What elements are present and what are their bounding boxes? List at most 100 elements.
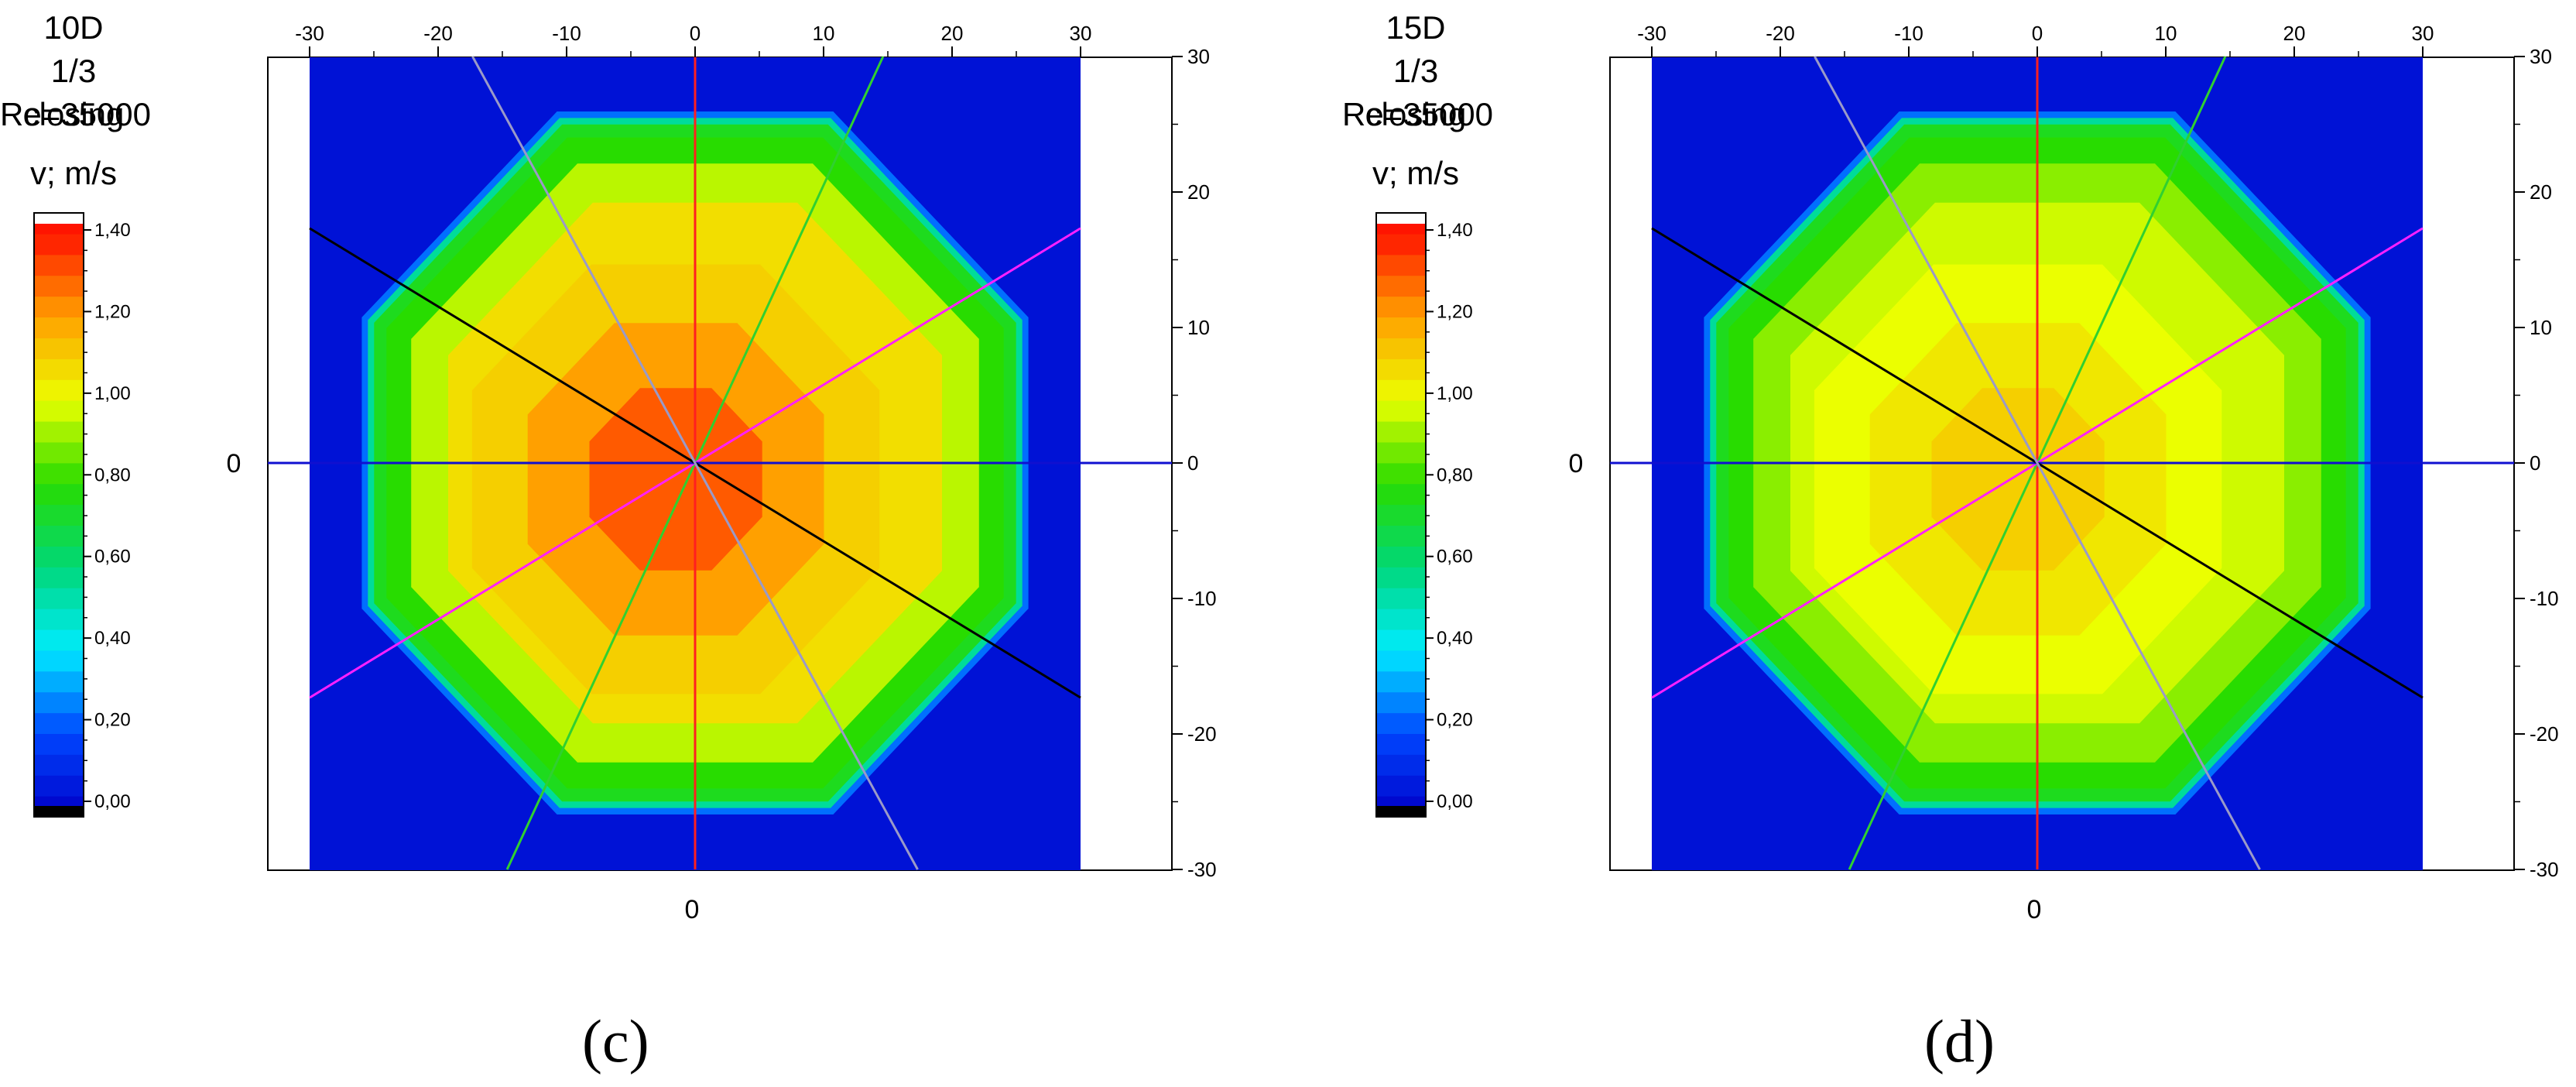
colorbar-tick-label: 0,40 (94, 628, 131, 649)
colorbar-band (1376, 338, 1426, 359)
colorbar-band (34, 712, 84, 735)
title-line-3: Re=35000 (0, 96, 152, 132)
colorbar-band (34, 567, 84, 588)
colorbar-frame (1375, 212, 1427, 818)
title-line-1: 10D (43, 9, 104, 46)
x-tick-label: -20 (423, 22, 453, 45)
colorbar: 0,00 0,20 0,40 0,60 0,80 1,00 1,20 1,40 (1375, 212, 1473, 818)
x-tick-label: 20 (2283, 22, 2306, 45)
x-tick-label: -10 (552, 22, 581, 45)
colorbar-tick-label: 0,60 (94, 547, 131, 568)
colorbar-band (1376, 775, 1426, 797)
colorbar-tick-label: 1,20 (94, 301, 131, 322)
contour-level (589, 388, 762, 571)
colorbar-band (1376, 567, 1426, 588)
colorbar-band (1376, 400, 1426, 422)
colorbar-under-band (34, 806, 84, 817)
y-tick-label: -30 (1187, 858, 1217, 881)
colorbar-band (34, 233, 84, 255)
colorbar-band (34, 254, 84, 276)
right-axis: 30 20 10 0 -10 -20 -30 (1172, 45, 1217, 881)
y-tick-label: 30 (2530, 45, 2552, 68)
colorbar-band (34, 275, 84, 297)
colorbar-tick-label: 1,00 (94, 383, 131, 404)
colorbar-band (34, 733, 84, 755)
x-tick-label: 30 (2412, 22, 2434, 45)
colorbar-title: v; m/s (30, 155, 117, 191)
y-tick-label: 10 (1187, 316, 1210, 339)
colorbar-tick-label: 1,20 (1437, 301, 1473, 322)
y-axis-zero-label: 0 (227, 449, 242, 478)
colorbar-band (34, 483, 84, 506)
colorbar-frame (33, 212, 84, 818)
y-tick-label: -30 (2530, 858, 2559, 881)
velocity-map-chart: 0,00 0,20 0,40 0,60 0,80 1,00 1,20 1,40 -30 -20 -1… (33, 22, 1217, 924)
colorbar-band (34, 358, 84, 380)
colorbar-tick-label: 0,80 (1437, 465, 1473, 485)
colorbar-under-band (1376, 806, 1426, 817)
colorbar-band (1376, 254, 1426, 276)
x-tick-label: -10 (1894, 22, 1923, 45)
top-axis: -30 -20 -10 0 10 20 30 (295, 22, 1091, 57)
colorbar-tick-label: 0,00 (94, 791, 131, 812)
colorbar-band (34, 441, 84, 464)
colorbar-band (34, 546, 84, 568)
colorbar-tick-label: 0,60 (1437, 547, 1473, 568)
colorbar-band (34, 379, 84, 401)
x-axis-zero-label: 0 (685, 895, 700, 924)
x-tick-label: -30 (1637, 22, 1667, 45)
colorbar-band (34, 525, 84, 547)
colorbar-tick-label: 1,40 (1437, 220, 1473, 241)
colorbar-title: v; m/s (1372, 155, 1459, 191)
x-tick-label: -20 (1766, 22, 1795, 45)
colorbar-tick-label: 0,20 (1437, 710, 1473, 731)
y-tick-label: -20 (2530, 722, 2559, 746)
y-tick-label: 20 (2530, 180, 2552, 204)
x-tick-label: 10 (2155, 22, 2177, 45)
contour-level (1931, 388, 2105, 571)
colorbar-tick-label: 0,40 (1437, 628, 1473, 649)
y-axis-zero-label: 0 (1569, 449, 1584, 478)
title-line-3: Re=35000 (1342, 96, 1494, 132)
title-line-2: 1/3 closing (22, 53, 125, 132)
colorbar-band (1376, 462, 1426, 485)
colorbar-tick-label: 1,40 (94, 220, 131, 241)
colorbar-band (1376, 691, 1426, 714)
colorbar-band (34, 609, 84, 630)
x-tick-label: 0 (2032, 22, 2043, 45)
colorbar-band (34, 462, 84, 485)
colorbar-band (1376, 712, 1426, 735)
colorbar-band (1376, 233, 1426, 255)
top-axis: -30 -20 -10 0 10 20 30 (1637, 22, 2434, 57)
colorbar-band (1376, 629, 1426, 651)
colorbar-band (1376, 296, 1426, 318)
y-tick-label: -10 (2530, 587, 2559, 610)
colorbar-band (34, 650, 84, 672)
colorbar-band (34, 754, 84, 776)
y-tick-label: 0 (1187, 451, 1198, 475)
colorbar-over-band (34, 213, 84, 224)
colorbar-band (1376, 420, 1426, 443)
x-tick-label: 30 (1070, 22, 1092, 45)
colorbar-band (1376, 588, 1426, 609)
colorbar-band (1376, 441, 1426, 464)
radial-line (1814, 56, 2261, 870)
y-tick-label: 30 (1187, 45, 1210, 68)
colorbar-band (1376, 317, 1426, 338)
y-tick-label: -20 (1187, 722, 1217, 746)
colorbar-band (1376, 483, 1426, 506)
radial-lines (268, 56, 1172, 870)
colorbar-band (34, 691, 84, 714)
colorbar-band (34, 504, 84, 526)
colorbar-band (34, 338, 84, 359)
y-tick-label: 20 (1187, 180, 1210, 204)
y-tick-label: 0 (2530, 451, 2540, 475)
colorbar-band (34, 296, 84, 318)
panel-label: (c) (582, 1007, 649, 1075)
colorbar-band (1376, 504, 1426, 526)
x-tick-label: -30 (295, 22, 324, 45)
colorbar-band (34, 588, 84, 609)
panel-label: (d) (1924, 1007, 1995, 1075)
right-axis: 30 20 10 0 -10 -20 -30 (2514, 45, 2559, 881)
colorbar-band (1376, 546, 1426, 568)
